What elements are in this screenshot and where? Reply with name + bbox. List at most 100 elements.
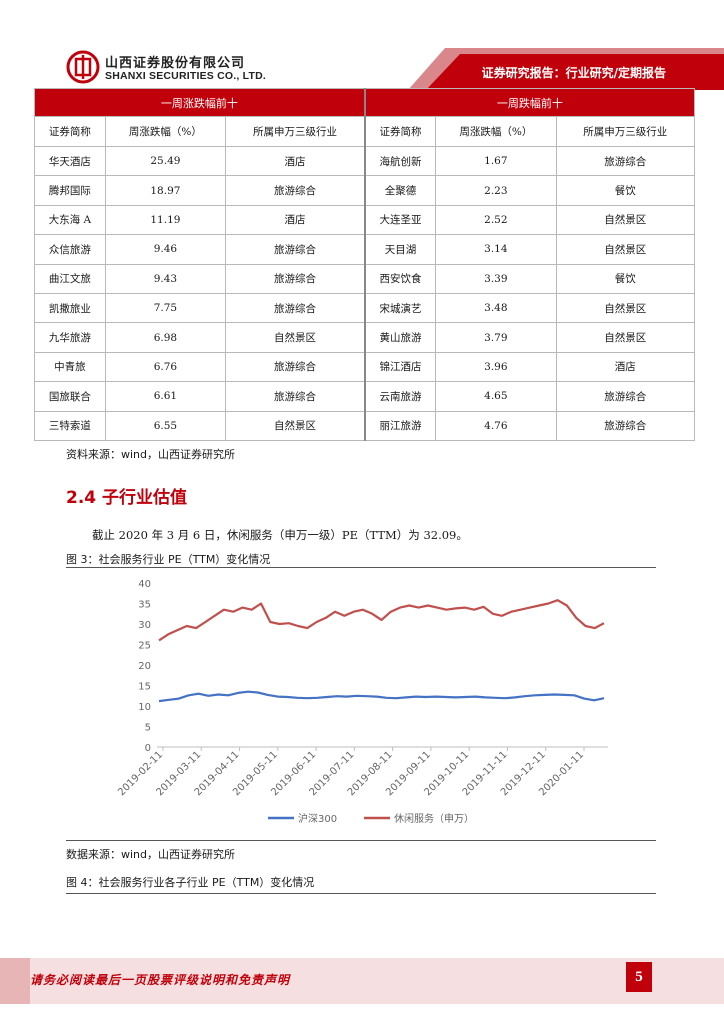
table-cell: 旅游综合 bbox=[225, 351, 366, 383]
table-cell: 锦江酒店 bbox=[363, 351, 437, 383]
header-band bbox=[408, 48, 724, 90]
table-cell: 三特索道 bbox=[34, 410, 106, 441]
table-row: 曲江文旅 9.43 旅游综合 西安饮食 3.39 餐饮 bbox=[34, 263, 696, 294]
table-cell: 7.75 bbox=[104, 292, 227, 324]
section-paragraph: 截止 2020 年 3 月 6 日，休闲服务（申万一级）PE（TTM）为 32.… bbox=[92, 528, 468, 542]
table-cell: 自然景区 bbox=[225, 410, 366, 441]
table-group-header-left: 一周涨跌幅前十 bbox=[33, 88, 366, 117]
table-row: 腾邦国际 18.97 旅游综合 全聚德 2.23 餐饮 bbox=[34, 175, 696, 206]
page-header: 山西证券股份有限公司 SHANXI SECURITIES CO., LTD. 证… bbox=[0, 0, 724, 90]
table-cell: 全聚德 bbox=[363, 175, 437, 206]
table-cell: 1.67 bbox=[435, 145, 557, 177]
table-cell: 众信旅游 bbox=[34, 234, 106, 265]
column-header: 所属申万三级行业 bbox=[225, 116, 366, 147]
y-tick-label: 10 bbox=[138, 702, 151, 713]
table-cell: 2.23 bbox=[435, 175, 557, 206]
y-tick-label: 25 bbox=[138, 641, 151, 652]
table-row: 九华旅游 6.98 自然景区 黄山旅游 3.79 自然景区 bbox=[34, 322, 696, 353]
section-title: 2.4 子行业估值 bbox=[66, 488, 188, 508]
column-header: 证券简称 bbox=[34, 116, 106, 147]
table-cell: 旅游综合 bbox=[225, 292, 366, 324]
company-name-cn: 山西证券股份有限公司 bbox=[105, 56, 246, 71]
table-cell: 25.49 bbox=[104, 145, 227, 177]
table-cell: 旅游综合 bbox=[225, 263, 366, 294]
column-header: 证券简称 bbox=[363, 116, 437, 147]
column-header: 所属申万三级行业 bbox=[555, 116, 696, 147]
table-cell: 6.98 bbox=[104, 322, 227, 353]
table-row: 大东海 A 11.19 酒店 大连圣亚 2.52 自然景区 bbox=[34, 204, 696, 236]
report-type: 证券研究报告：行业研究/定期报告 bbox=[481, 66, 666, 80]
table-cell: 曲江文旅 bbox=[34, 263, 106, 294]
table-cell: 酒店 bbox=[225, 204, 366, 236]
table-cell: 大东海 A bbox=[34, 204, 106, 236]
table-source: 资料来源：wind，山西证券研究所 bbox=[66, 448, 236, 461]
series-line-0 bbox=[158, 690, 605, 703]
table-cell: 4.65 bbox=[435, 381, 557, 412]
legend-label: 沪深300 bbox=[298, 812, 337, 825]
divider bbox=[66, 567, 656, 568]
table-cell: 天目湖 bbox=[363, 234, 437, 265]
y-tick-label: 20 bbox=[138, 661, 151, 672]
table-cell: 旅游综合 bbox=[555, 381, 696, 412]
table-cell: 9.46 bbox=[104, 234, 227, 265]
table-cell: 旅游综合 bbox=[555, 410, 696, 441]
pe-line-chart: 05101520253035402019-02-112019-03-112019… bbox=[116, 579, 608, 825]
table-cell: 3.39 bbox=[435, 263, 557, 294]
table-row: 凯撒旅业 7.75 旅游综合 宋城演艺 3.48 自然景区 bbox=[34, 292, 696, 324]
table-cell: 自然景区 bbox=[555, 322, 696, 353]
footer-disclaimer: 请务必阅读最后一页股票评级说明和免责声明 bbox=[30, 973, 291, 987]
table-cell: 自然景区 bbox=[225, 322, 366, 353]
table-cell: 餐饮 bbox=[555, 175, 696, 206]
figure-3-source: 数据来源：wind，山西证券研究所 bbox=[66, 848, 236, 861]
y-tick-label: 35 bbox=[138, 600, 151, 611]
y-tick-label: 30 bbox=[138, 620, 151, 631]
table-body: 华天酒店 25.49 酒店 海航创新 1.67 旅游综合 腾邦国际 18.97 旅游综合 全聚德 2… bbox=[34, 145, 696, 441]
table-cell: 黄山旅游 bbox=[363, 322, 437, 353]
table-cell: 3.48 bbox=[435, 292, 557, 324]
table-group-header-right: 一周跌幅前十 bbox=[363, 88, 695, 117]
table-row: 众信旅游 9.46 旅游综合 天目湖 3.14 自然景区 bbox=[34, 234, 696, 265]
company-logo-icon bbox=[66, 50, 100, 84]
series-line-1 bbox=[158, 599, 605, 642]
table-cell: 自然景区 bbox=[555, 204, 696, 236]
table-cell: 华天酒店 bbox=[34, 145, 106, 177]
column-header: 周涨跌幅（%） bbox=[104, 116, 227, 147]
table-row: 中青旅 6.76 旅游综合 锦江酒店 3.96 酒店 bbox=[34, 351, 696, 383]
table-cell: 9.43 bbox=[104, 263, 227, 294]
table-cell: 3.96 bbox=[435, 351, 557, 383]
divider bbox=[66, 840, 656, 841]
table-cell: 3.14 bbox=[435, 234, 557, 265]
table-cell: 6.55 bbox=[104, 410, 227, 441]
table-cell: 3.79 bbox=[435, 322, 557, 353]
table-cell: 凯撒旅业 bbox=[34, 292, 106, 324]
table-cell: 11.19 bbox=[104, 204, 227, 236]
table-cell: 西安饮食 bbox=[363, 263, 437, 294]
table-cell: 6.76 bbox=[104, 351, 227, 383]
table-cell: 旅游综合 bbox=[225, 175, 366, 206]
table-cell: 酒店 bbox=[555, 351, 696, 383]
table-cell: 宋城演艺 bbox=[363, 292, 437, 324]
y-tick-label: 0 bbox=[145, 743, 151, 754]
table-cell: 餐饮 bbox=[555, 263, 696, 294]
table-cell: 4.76 bbox=[435, 410, 557, 441]
table-cell: 腾邦国际 bbox=[34, 175, 106, 206]
divider bbox=[66, 893, 656, 894]
y-tick-label: 5 bbox=[145, 723, 151, 734]
table-cell: 旅游综合 bbox=[225, 234, 366, 265]
table-cell: 18.97 bbox=[104, 175, 227, 206]
table-cell: 九华旅游 bbox=[34, 322, 106, 353]
company-name-en: SHANXI SECURITIES CO., LTD. bbox=[105, 70, 266, 82]
weekly-movers-table: 一周涨跌幅前十 一周跌幅前十 证券简称 周涨跌幅（%） 所属申万三级行业 证券简… bbox=[33, 88, 696, 441]
table-cell: 2.52 bbox=[435, 204, 557, 236]
y-tick-label: 15 bbox=[138, 682, 151, 693]
figure-4-title: 图 4：社会服务行业各子行业 PE（TTM）变化情况 bbox=[66, 876, 315, 889]
table-cell: 酒店 bbox=[225, 145, 366, 177]
table-cell: 自然景区 bbox=[555, 234, 696, 265]
table-row: 三特索道 6.55 自然景区 丽江旅游 4.76 旅游综合 bbox=[34, 410, 696, 441]
table-cell: 旅游综合 bbox=[555, 145, 696, 177]
y-tick-label: 40 bbox=[138, 579, 151, 590]
figure-3-title: 图 3：社会服务行业 PE（TTM）变化情况 bbox=[66, 553, 271, 566]
page-number: 5 bbox=[626, 962, 652, 992]
table-cell: 旅游综合 bbox=[225, 381, 366, 412]
table-cell: 6.61 bbox=[104, 381, 227, 412]
